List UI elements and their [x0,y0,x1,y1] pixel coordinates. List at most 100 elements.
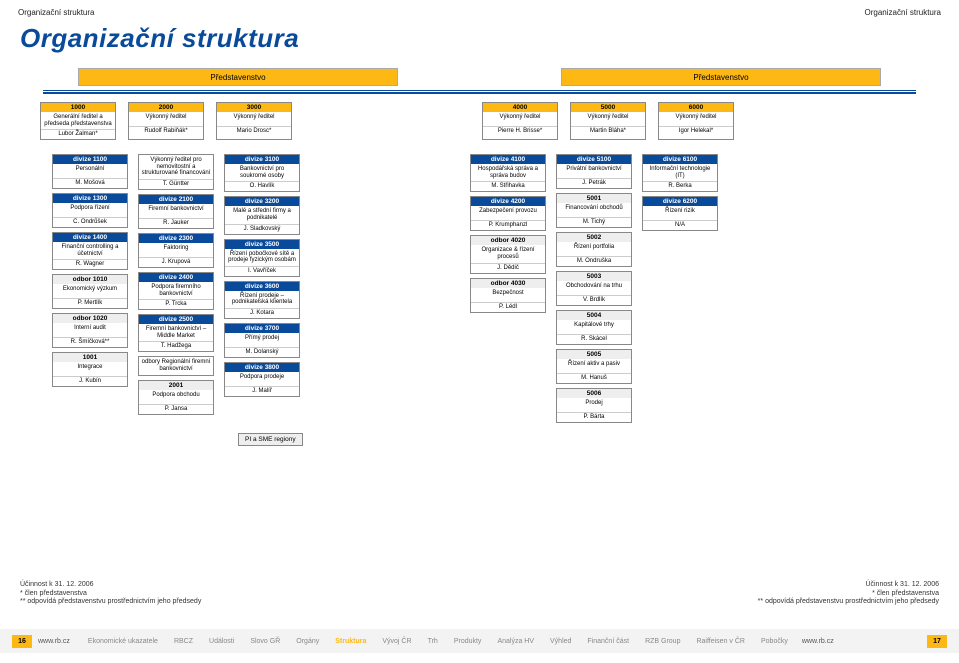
org-node: 5004Kapitálové trhyR. Skácel [556,310,632,345]
nav-link[interactable]: Vývoj ČR [382,638,411,645]
node-code: divize 3600 [225,282,299,291]
node-code: divize 5100 [557,155,631,164]
node-role: Řízení prodeje – podnikatelská klientela [225,291,299,308]
nav-link[interactable]: Trh [428,638,438,645]
node-code: divize 1100 [53,155,127,164]
node-code: 1000 [41,103,115,112]
node-code: odbor 1020 [53,314,127,323]
org-node: 5006ProdejP. Bárta [556,388,632,423]
node-role: Výkonný ředitel [217,112,291,126]
nav-link[interactable]: Raiffeisen v ČR [696,638,745,645]
node-role: Podpora prodeje [225,372,299,386]
node-role: Organizace & řízení procesů [471,245,545,262]
node-code: divize 1400 [53,233,127,242]
page-number-left: 16 [12,635,32,648]
node-code: odbor 1010 [53,275,127,284]
node-name: P. Krumphanzl [471,220,545,230]
nav-link[interactable]: Orgány [296,638,319,645]
node-name: M. Střihavka [471,181,545,191]
node-role: Informační technologie (IT) [643,164,717,181]
node-name: R. Skácel [557,334,631,344]
node-name: T. Güntter [139,179,213,189]
org-node: odbor 1010Ekonomický výzkumP. Mertlík [52,274,128,309]
node-code: 5001 [557,194,631,203]
node-role: Generální ředitel a předseda představens… [41,112,115,129]
node-role: Hospodářská správa a správa budov [471,164,545,181]
nav-link[interactable]: Výhled [550,638,571,645]
nav-link[interactable]: RBCZ [174,638,193,645]
node-code: 6000 [659,103,733,112]
footer-notes: Účinnost k 31. 12. 2006 * člen představe… [0,581,959,607]
node-name: C. Ondrůšek [53,217,127,227]
node-role: Interní audit [53,323,127,337]
node-role: Řízení rizik [643,206,717,220]
node-role: Firemní bankovnictví [139,204,213,218]
org-node: divize 3100Bankovnictví pro soukromé oso… [224,154,300,192]
nav-link[interactable]: Ekonomické ukazatele [88,638,158,645]
nav-link[interactable]: Analýza HV [497,638,534,645]
nav-link[interactable]: Finanční část [587,638,629,645]
node-code: divize 2300 [139,234,213,243]
node-code: 5006 [557,389,631,398]
org-node: 5003Obchodování na trhuV. Brdlík [556,271,632,306]
node-name: R. Berka [643,181,717,191]
node-name: J. Sladkovský [225,224,299,234]
note-line: Účinnost k 31. 12. 2006 [758,581,939,590]
board-left: Představenstvo [78,68,398,86]
node-code: divize 3700 [225,324,299,333]
director-node: 3000Výkonný ředitelMario Drosc* [216,102,292,140]
node-name: P. Lédl [471,302,545,312]
org-node: divize 6200Řízení rizikN/A [642,196,718,231]
node-role: Kapitálové trhy [557,320,631,334]
directors-row: 1000Generální ředitel a předseda předsta… [18,102,941,140]
node-name: Pierre H. Brisse* [483,126,557,136]
node-name: P. Trcka [139,299,213,309]
nav-link[interactable]: Pobočky [761,638,788,645]
org-column: divize 1100PersonálníM. Mošovádivize 130… [52,154,128,387]
nav-link[interactable]: Struktura [335,638,366,645]
node-role: Podpora řízení [53,203,127,217]
node-name: Mario Drosc* [217,126,291,136]
node-role: Podpora firemního bankovnictví [139,282,213,299]
node-role: Přímý prodej [225,333,299,347]
node-role: Integrace [53,362,127,376]
org-column: divize 5100Privátní bankovnictvíJ. Petrá… [556,154,632,423]
org-node: 5002Řízení portfoliaM. Ondruška [556,232,632,267]
node-name: P. Bárta [557,412,631,422]
node-role: Výkonný ředitel pro nemovitostní a struk… [139,155,213,179]
org-node: divize 4200Zabezpečení provozuP. Krumpha… [470,196,546,231]
node-role: Bankovnictví pro soukromé osoby [225,164,299,181]
nav-link[interactable]: RZB Group [645,638,680,645]
node-role: Bezpečnost [471,288,545,302]
nav-link[interactable]: Události [209,638,234,645]
node-code: divize 4100 [471,155,545,164]
node-code: divize 4200 [471,197,545,206]
org-node: 5001Financování obchodůM. Tichý [556,193,632,228]
nav-link[interactable]: Produkty [454,638,482,645]
node-name: Rudolf Rabiňák* [129,126,203,136]
org-columns: divize 1100PersonálníM. Mošovádivize 130… [18,140,941,423]
node-name: R. Jauker [139,218,213,228]
nav-link[interactable]: Slovo GŘ [250,638,280,645]
node-role: odbory Regionální firemní bankovnictví [139,357,213,374]
org-node: divize 3800Podpora prodejeJ. Malíř [224,362,300,397]
director-node: 4000Výkonný ředitelPierre H. Brisse* [482,102,558,140]
note-line: Účinnost k 31. 12. 2006 [20,581,201,590]
org-node: odbor 4020Organizace & řízení procesůJ. … [470,235,546,273]
node-name: J. Kubín [53,376,127,386]
notes-right: Účinnost k 31. 12. 2006 * člen představe… [758,581,939,607]
node-name: N/A [643,220,717,230]
site-right: www.rb.cz [802,638,834,645]
node-role: Řízení aktiv a pasiv [557,359,631,373]
node-code: divize 3200 [225,197,299,206]
pism-row: PI a SME regiony [18,433,941,446]
director-node: 6000Výkonný ředitelIgor Helekal* [658,102,734,140]
node-name: M. Tichý [557,217,631,227]
org-node: divize 5100Privátní bankovnictvíJ. Petrá… [556,154,632,189]
org-node: divize 2300FaktoringJ. Krupová [138,233,214,268]
org-node: odbor 4030BezpečnostP. Lédl [470,278,546,313]
node-role: Ekonomický výzkum [53,284,127,298]
node-name: M. Hanuš [557,373,631,383]
divider [43,90,916,94]
node-name: Martin Bláha* [571,126,645,136]
